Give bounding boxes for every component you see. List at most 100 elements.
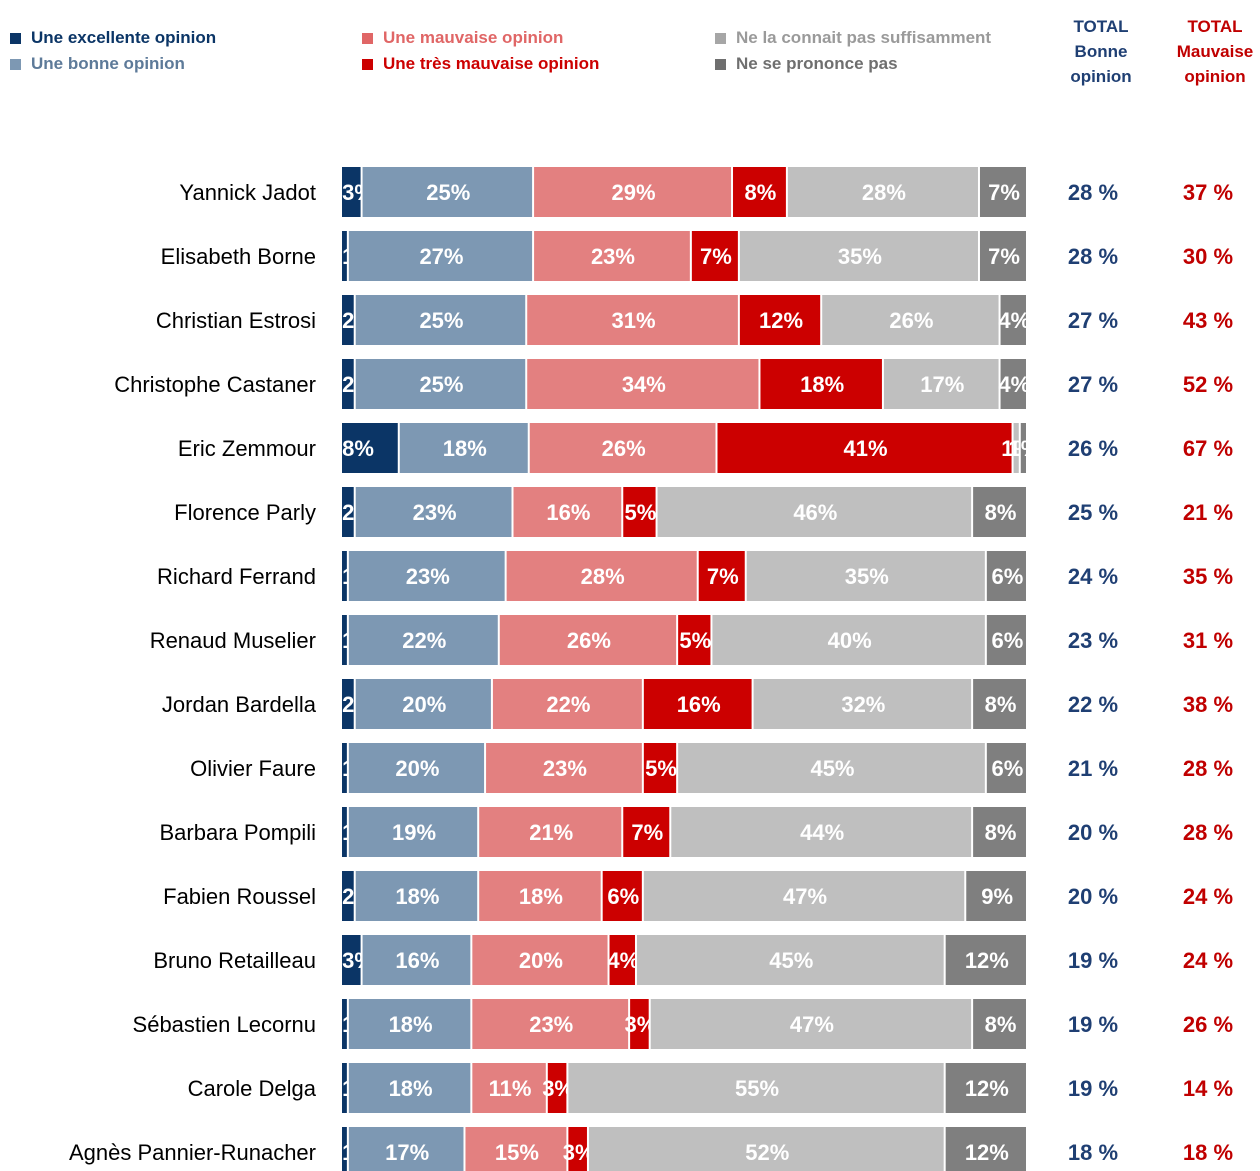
legend-item-excellente: Une excellente opinion — [10, 28, 216, 48]
bar-segment — [643, 679, 752, 729]
data-label: 18% — [395, 884, 439, 909]
data-label: 26% — [889, 308, 933, 333]
data-label: 45% — [810, 756, 854, 781]
legend-label: Ne se prononce pas — [736, 54, 898, 73]
bar-segment — [746, 551, 985, 601]
data-label: 4% — [998, 372, 1030, 397]
data-label: 45% — [769, 948, 813, 973]
data-label: 12% — [965, 948, 1009, 973]
data-label: 35% — [838, 244, 882, 269]
bar-segment — [623, 487, 656, 537]
total-mauvaise-value: 37 % — [1183, 180, 1233, 205]
category-label: Fabien Roussel — [163, 884, 316, 909]
bar-segment — [342, 551, 347, 601]
bar-segment — [472, 999, 629, 1049]
bar-row: Richard Ferrand1%23%28%7%35%6%24 %35 % — [157, 551, 1233, 601]
bar-segment — [342, 807, 347, 857]
total-mauvaise-value: 43 % — [1183, 308, 1233, 333]
chart-legend: Une excellente opinion Une bonne opinion… — [0, 0, 1260, 120]
data-label: 12% — [759, 308, 803, 333]
category-label: Carole Delga — [188, 1076, 317, 1101]
total-mauvaise-value: 18 % — [1183, 1140, 1233, 1165]
total-bonne-value: 18 % — [1068, 1140, 1118, 1165]
data-label: 28% — [581, 564, 625, 589]
data-label: 6% — [992, 756, 1024, 781]
bar-segment — [733, 167, 786, 217]
bar-segment — [986, 615, 1026, 665]
category-label: Olivier Faure — [190, 756, 316, 781]
total-mauvaise-value: 24 % — [1183, 884, 1233, 909]
data-label: 22% — [402, 628, 446, 653]
bar-segment — [348, 615, 498, 665]
legend-swatch — [10, 32, 21, 44]
bar-segment — [479, 807, 622, 857]
data-label: 55% — [735, 1076, 779, 1101]
bar-segment — [671, 807, 972, 857]
category-label: Barbara Pompili — [159, 820, 316, 845]
category-label: Renaud Muselier — [150, 628, 316, 653]
category-label: Eric Zemmour — [178, 436, 316, 461]
data-label: 46% — [793, 500, 837, 525]
bar-segment — [527, 295, 738, 345]
data-label: 15% — [495, 1140, 539, 1165]
bar-segment — [355, 487, 512, 537]
bar-segment — [986, 743, 1026, 793]
bar-row: Yannick Jadot 3% 25% 29% 8% 28% 7% 28 % 37 % — [179, 167, 1233, 217]
data-label: 12% — [965, 1076, 1009, 1101]
data-label: 35% — [845, 564, 889, 589]
category-label: Yannick Jadot — [179, 180, 316, 205]
bar-segment — [678, 743, 985, 793]
category-label: Bruno Retailleau — [153, 948, 316, 973]
data-label: 26% — [602, 436, 646, 461]
bar-segment — [979, 167, 1026, 217]
legend-item-ne-connait-pas: Ne la connait pas suffisamment — [715, 28, 991, 48]
legend-swatch — [10, 58, 21, 70]
bar-segment — [883, 359, 999, 409]
legend-label: Une très mauvaise opinion — [383, 54, 600, 73]
bar-segment — [513, 487, 622, 537]
data-label: 20% — [395, 756, 439, 781]
data-label: 18% — [519, 884, 563, 909]
bar-segment — [479, 871, 601, 921]
bar-segment — [342, 423, 398, 473]
bar-segment — [348, 551, 505, 601]
data-label: 19% — [392, 820, 436, 845]
data-label: 27% — [419, 244, 463, 269]
bar-segment — [355, 679, 491, 729]
stacked-bar-chart: Yannick Jadot 3% 25% 29% 8% 28% 7% 28 % 37 % Elis… — [69, 167, 1233, 1171]
data-label: 18% — [443, 436, 487, 461]
total-bonne-header-line3: opinion — [1070, 67, 1132, 86]
category-label: Sébastien Lecornu — [133, 1012, 316, 1037]
data-label: 4% — [998, 308, 1030, 333]
bar-segment — [348, 743, 485, 793]
bar-segment — [678, 615, 711, 665]
bar-segment — [355, 359, 526, 409]
bar-segment — [636, 935, 944, 985]
bar-segment — [760, 359, 882, 409]
total-bonne-value: 24 % — [1068, 564, 1118, 589]
data-label: 17% — [385, 1140, 429, 1165]
legend-item-ne-se-prononce-pas: Ne se prononce pas — [715, 54, 898, 74]
total-mauvaise-value: 28 % — [1183, 756, 1233, 781]
bar-segment — [753, 679, 972, 729]
bar-segment — [348, 1063, 471, 1113]
bar-segment — [1013, 423, 1019, 473]
data-label: 25% — [419, 372, 463, 397]
bar-segment — [399, 423, 528, 473]
data-label: 8% — [745, 180, 777, 205]
total-bonne-header-line1: TOTAL — [1073, 17, 1129, 36]
category-label: Agnès Pannier-Runacher — [69, 1140, 316, 1165]
legend-label: Une bonne opinion — [31, 54, 185, 73]
total-bonne-value: 19 % — [1068, 1012, 1118, 1037]
bar-segment — [342, 1127, 347, 1171]
legend-label: Une excellente opinion — [31, 28, 217, 47]
category-label: Richard Ferrand — [157, 564, 316, 589]
bar-segment — [527, 359, 759, 409]
data-label: 5% — [625, 500, 657, 525]
bar-row: Elisabeth Borne1%27%23%7%35%7%28 %30 % — [161, 231, 1233, 281]
bar-segment — [945, 1127, 1026, 1171]
legend-swatch — [715, 58, 726, 70]
legend-item-mauvaise: Une mauvaise opinion — [362, 28, 563, 48]
